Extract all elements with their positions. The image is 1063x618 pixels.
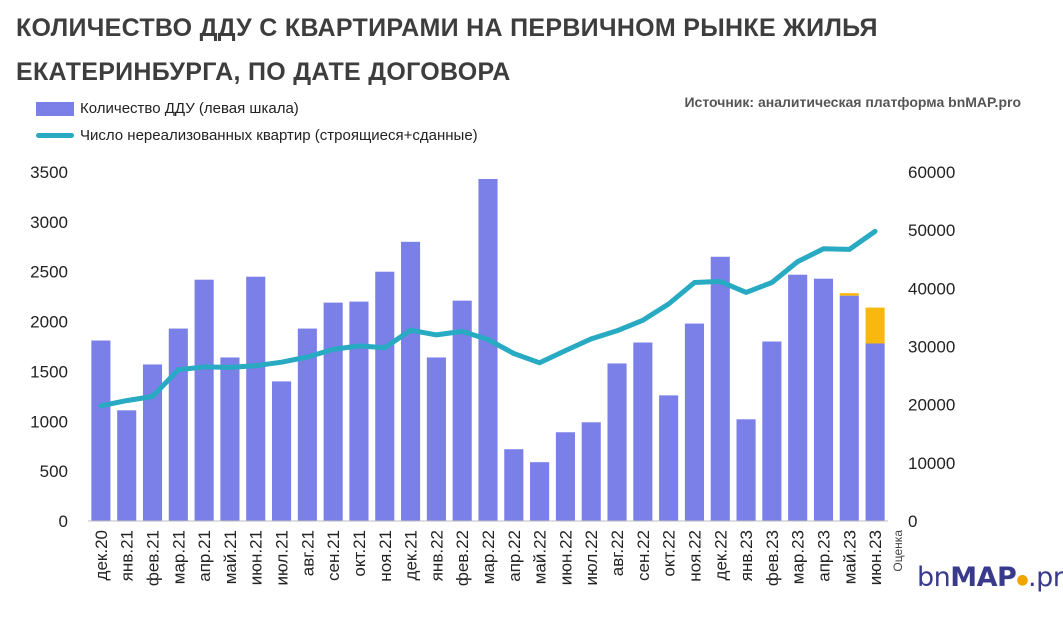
x-axis-label: авг.21 bbox=[298, 530, 317, 576]
bar-июн.21 bbox=[246, 276, 266, 521]
x-axis-label: сен.22 bbox=[634, 530, 653, 581]
bar-фев.23 bbox=[762, 341, 782, 521]
legend-item-line: Число нереализованных квартир (строящиес… bbox=[36, 127, 478, 144]
x-axis-label: янв.22 bbox=[427, 530, 446, 581]
x-axis-label: июл.21 bbox=[273, 530, 292, 585]
x-axis-label: окт.21 bbox=[350, 530, 369, 577]
bar-ноя.21 bbox=[375, 271, 395, 521]
bar-дек.20 bbox=[91, 340, 111, 521]
bar-фев.22 bbox=[452, 300, 472, 521]
left-axis-tick: 1000 bbox=[30, 412, 68, 431]
bar-май.22 bbox=[530, 462, 550, 521]
x-axis-label: сен.21 bbox=[324, 530, 343, 581]
bar-дек.21 bbox=[401, 241, 421, 522]
unsold-apartments-line bbox=[98, 228, 878, 409]
bar-май.21 bbox=[220, 357, 240, 521]
bar-ноя.22 bbox=[684, 323, 704, 521]
x-axis-label: мар.23 bbox=[789, 530, 808, 584]
bar-апр.21 bbox=[194, 279, 214, 521]
legend-swatch-bars bbox=[36, 101, 74, 116]
estimate-note: Оценка bbox=[891, 530, 905, 572]
bar-июл.22 bbox=[581, 422, 601, 521]
x-axis-label: май.21 bbox=[221, 530, 240, 584]
x-axis-label: мар.22 bbox=[479, 530, 498, 584]
bar-авг.22 bbox=[607, 363, 627, 521]
x-axis-label: дек.21 bbox=[402, 530, 421, 580]
x-axis-label: дек.22 bbox=[711, 530, 730, 580]
legend-label-line: Число нереализованных квартир (строящиес… bbox=[80, 127, 478, 144]
x-axis-label: май.22 bbox=[531, 530, 550, 584]
logo-suffix: .pro bbox=[1028, 562, 1063, 593]
right-axis-tick: 10000 bbox=[908, 454, 955, 473]
x-axis-label: июн.23 bbox=[866, 530, 885, 585]
x-axis-label: окт.22 bbox=[660, 530, 679, 577]
bar-окт.21 bbox=[349, 301, 369, 521]
bar-янв.23 bbox=[736, 419, 756, 521]
bar-мар.21 bbox=[168, 328, 188, 521]
right-axis-tick: 50000 bbox=[908, 221, 955, 240]
x-axis-label: янв.23 bbox=[737, 530, 756, 581]
estimate-bar-июн.23 bbox=[865, 307, 885, 344]
bar-авг.21 bbox=[297, 328, 317, 521]
bar-мар.22 bbox=[478, 178, 498, 522]
x-axis-label: мар.21 bbox=[169, 530, 188, 584]
x-axis-label: фев.21 bbox=[144, 530, 163, 586]
bar-сен.21 bbox=[323, 302, 343, 521]
right-axis-tick: 20000 bbox=[908, 396, 955, 415]
x-axis-label: янв.21 bbox=[118, 530, 137, 581]
x-axis-label: апр.21 bbox=[195, 530, 214, 582]
x-axis-label: апр.22 bbox=[505, 530, 524, 582]
x-axis-label: фев.22 bbox=[453, 530, 472, 586]
bar-янв.22 bbox=[426, 357, 446, 521]
bnmap-logo: bnMAP●.pro bbox=[917, 562, 1063, 593]
bar-фев.21 bbox=[142, 364, 163, 521]
right-axis-tick: 30000 bbox=[908, 338, 955, 357]
bar-окт.22 bbox=[659, 395, 679, 521]
x-axis-label: апр.23 bbox=[814, 530, 833, 582]
source-note: Источник: аналитическая платформа bnMAP.… bbox=[684, 94, 1021, 110]
x-axis-label: ноя.22 bbox=[685, 530, 704, 582]
bar-июл.21 bbox=[272, 381, 292, 521]
bar-май.23 bbox=[839, 295, 859, 521]
left-axis-tick: 2000 bbox=[30, 313, 68, 332]
legend-label-bars: Количество ДДУ (левая шкала) bbox=[80, 100, 299, 117]
bar-июн.23 bbox=[865, 343, 885, 521]
bar-янв.21 bbox=[117, 410, 137, 521]
estimate-bar-май.23 bbox=[839, 293, 859, 296]
x-axis-label: авг.22 bbox=[608, 530, 627, 576]
right-axis-tick: 60000 bbox=[908, 163, 955, 182]
logo-prefix: bn bbox=[917, 562, 951, 593]
bar-дек.22 bbox=[710, 256, 730, 521]
left-axis-tick: 1500 bbox=[30, 362, 68, 381]
left-axis-tick: 2500 bbox=[30, 263, 68, 282]
legend-swatch-line bbox=[36, 133, 74, 138]
map-pin-icon: ● bbox=[1016, 572, 1029, 588]
bar-июн.22 bbox=[555, 432, 575, 521]
x-axis-label: июн.21 bbox=[247, 530, 266, 585]
chart-title: КОЛИЧЕСТВО ДДУ С КВАРТИРАМИ НА ПЕРВИЧНОМ… bbox=[16, 14, 878, 86]
left-axis-tick: 0 bbox=[59, 512, 68, 531]
legend-item-bars: Количество ДДУ (левая шкала) bbox=[36, 100, 299, 117]
logo-main: MAP bbox=[950, 562, 1017, 593]
x-axis-label: май.23 bbox=[840, 530, 859, 584]
left-axis-tick: 3000 bbox=[30, 213, 68, 232]
bar-апр.22 bbox=[504, 449, 524, 521]
right-axis-tick: 40000 bbox=[908, 279, 955, 298]
right-axis-tick: 0 bbox=[908, 512, 917, 531]
x-axis-label: июн.22 bbox=[556, 530, 575, 585]
bar-сен.22 bbox=[633, 342, 653, 521]
bar-апр.23 bbox=[813, 278, 834, 521]
x-axis-label: фев.23 bbox=[763, 530, 782, 586]
bar-мар.23 bbox=[788, 274, 808, 521]
x-axis-label: июл.22 bbox=[582, 530, 601, 585]
x-axis-label: дек.20 bbox=[92, 530, 111, 580]
left-axis-tick: 500 bbox=[40, 462, 68, 481]
x-axis-label: ноя.21 bbox=[376, 530, 395, 582]
left-axis-tick: 3500 bbox=[30, 163, 68, 182]
